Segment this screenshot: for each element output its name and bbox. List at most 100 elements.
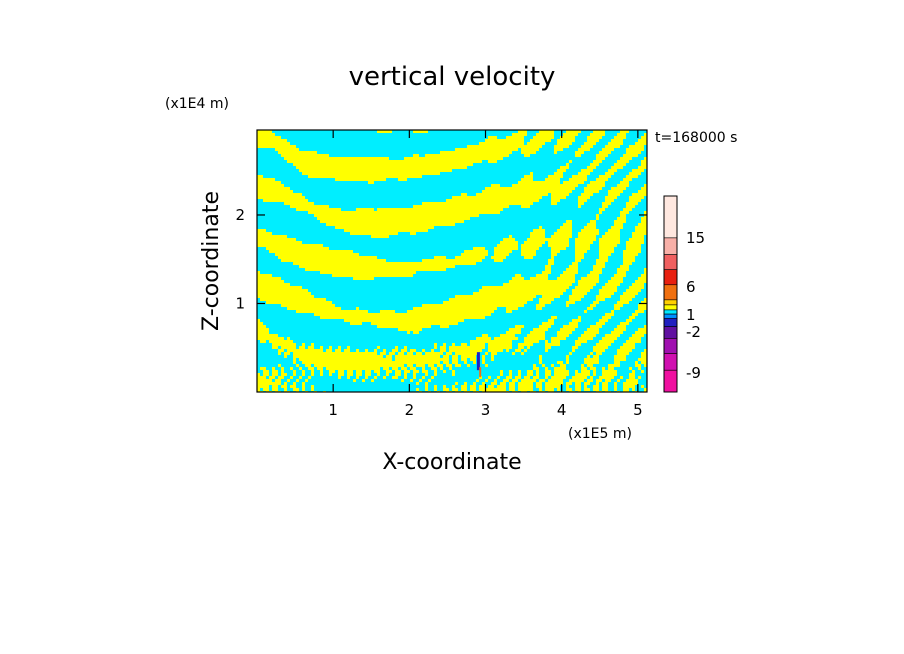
updraft-band <box>563 181 584 184</box>
updraft-band <box>545 340 548 343</box>
updraft-band <box>551 196 566 199</box>
updraft-band <box>470 343 485 346</box>
updraft-band <box>476 379 479 382</box>
updraft-band <box>605 379 611 382</box>
updraft-band <box>545 370 551 373</box>
updraft-band <box>545 268 551 271</box>
updraft-band <box>416 382 419 385</box>
updraft-band <box>521 148 539 151</box>
updraft-band <box>377 325 431 328</box>
updraft-band <box>530 235 545 238</box>
updraft-band <box>602 373 617 376</box>
updraft-band <box>575 151 584 154</box>
colorbar-tick-label: 6 <box>686 278 696 296</box>
updraft-band <box>572 262 578 265</box>
updraft-band <box>257 277 281 280</box>
updraft-band <box>434 346 437 349</box>
updraft-band <box>599 250 614 253</box>
updraft-band <box>527 346 530 349</box>
updraft-band <box>377 208 503 211</box>
updraft-band <box>575 256 584 259</box>
updraft-band <box>443 370 446 373</box>
updraft-band <box>602 286 617 289</box>
updraft-band <box>536 370 539 373</box>
updraft-band <box>320 271 416 274</box>
updraft-band <box>422 370 428 373</box>
updraft-band <box>638 277 647 280</box>
updraft-band <box>329 370 335 373</box>
updraft-band <box>407 310 494 313</box>
updraft-band <box>641 361 647 364</box>
updraft-band <box>500 382 506 385</box>
updraft-band <box>641 385 644 388</box>
updraft-band <box>641 274 647 277</box>
updraft-band <box>521 379 536 382</box>
updraft-band <box>605 313 614 316</box>
updraft-band <box>557 139 575 142</box>
updraft-band <box>257 232 272 235</box>
updraft-band <box>395 346 398 349</box>
updraft-band <box>269 376 275 379</box>
x-tick-label: 5 <box>633 401 643 419</box>
updraft-band <box>587 274 599 277</box>
updraft-band <box>302 385 305 388</box>
updraft-band <box>611 226 623 229</box>
updraft-band <box>422 304 524 307</box>
updraft-band <box>257 292 311 295</box>
updraft-band <box>557 388 560 391</box>
updraft-band <box>449 346 485 349</box>
updraft-band <box>365 370 371 373</box>
updraft-band <box>518 343 533 346</box>
updraft-band <box>302 382 305 385</box>
updraft-band <box>635 310 644 313</box>
updraft-band <box>497 385 506 388</box>
updraft-band <box>299 346 305 349</box>
updraft-band <box>452 361 458 364</box>
updraft-band <box>422 349 425 352</box>
updraft-band <box>641 160 647 163</box>
updraft-band <box>596 379 602 382</box>
updraft-band <box>641 352 647 355</box>
updraft-band <box>554 145 569 148</box>
updraft-band <box>545 178 560 181</box>
updraft-band <box>620 130 629 133</box>
updraft-band <box>581 277 599 280</box>
updraft-band <box>350 232 398 235</box>
updraft-band <box>602 337 617 340</box>
x-tick-label: 2 <box>405 401 415 419</box>
updraft-band <box>329 373 332 376</box>
updraft-band <box>461 253 488 256</box>
updraft-band <box>584 226 596 229</box>
colorbar-level <box>663 304 678 311</box>
updraft-band <box>608 364 620 367</box>
updraft-band <box>551 202 557 205</box>
updraft-band <box>257 325 266 328</box>
updraft-band <box>593 160 602 163</box>
updraft-band <box>398 178 407 181</box>
updraft-band <box>530 139 551 142</box>
updraft-band <box>377 346 380 349</box>
y-tick-label: 2 <box>235 206 245 224</box>
updraft-band <box>257 385 269 388</box>
updraft-band <box>371 379 374 382</box>
updraft-band <box>533 364 536 367</box>
updraft-band <box>629 286 644 289</box>
colorbar-tick-label: -2 <box>686 323 701 341</box>
updraft-band <box>596 382 599 385</box>
updraft-band <box>521 244 542 247</box>
updraft-band <box>296 364 299 367</box>
updraft-band <box>431 376 434 379</box>
updraft-band <box>524 337 545 340</box>
updraft-band <box>293 352 377 355</box>
colorbar-level <box>663 284 678 301</box>
colorbar-tick-label: 1 <box>686 306 696 324</box>
updraft-band <box>311 373 314 376</box>
updraft-band <box>641 355 647 358</box>
updraft-band <box>512 184 578 187</box>
updraft-band <box>518 346 524 349</box>
updraft-band <box>257 286 302 289</box>
updraft-band <box>587 136 602 139</box>
updraft-band <box>629 337 641 340</box>
updraft-band <box>470 340 512 343</box>
updraft-band <box>587 223 596 226</box>
